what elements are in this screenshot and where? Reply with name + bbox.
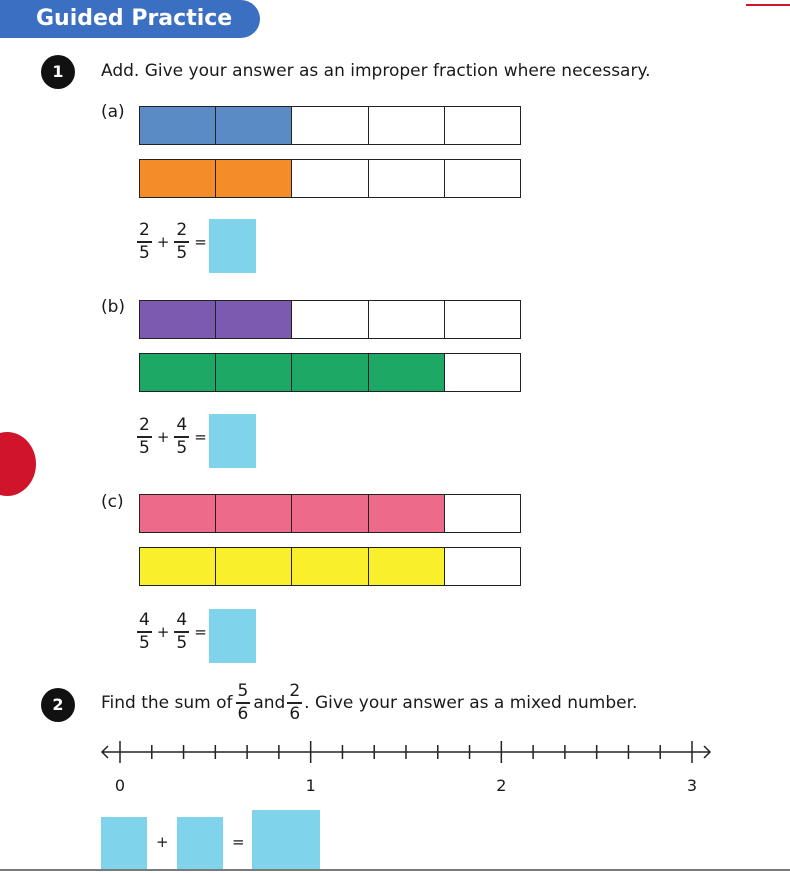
number-line-label: 2 [496, 776, 506, 795]
numerator: 2 [176, 220, 188, 240]
fraction-bar-a-bottom [139, 159, 521, 198]
filled-part [140, 107, 217, 144]
numerator: 2 [139, 220, 150, 240]
number-line-label: 1 [306, 776, 316, 795]
empty-part [444, 301, 521, 338]
corner-accent-line [746, 4, 790, 6]
empty-part [292, 301, 369, 338]
q2-fraction-first: 5 6 [235, 681, 251, 724]
equation-b: 2 5 + 4 5 = [137, 417, 212, 457]
equation-a: 2 5 + 2 5 = [137, 222, 212, 262]
empty-part [444, 160, 521, 197]
answer-box-b[interactable] [209, 414, 256, 468]
numerator: 4 [176, 610, 188, 630]
denominator: 5 [139, 632, 150, 653]
filled-part [140, 301, 217, 338]
plus-sign: + [156, 833, 169, 851]
plus-sign: + [156, 622, 170, 641]
fraction-b-first: 2 5 [137, 417, 152, 457]
denominator: 5 [139, 437, 150, 458]
fraction-bar-b-bottom [139, 353, 521, 392]
left-arrow-icon [100, 745, 109, 759]
fraction-a-first: 2 5 [137, 222, 152, 262]
denominator: 5 [176, 242, 188, 263]
denominator: 6 [289, 703, 301, 724]
fraction-bar-c-top [139, 494, 521, 533]
numerator: 2 [139, 415, 150, 435]
answer-box-a[interactable] [209, 219, 256, 273]
section-header: Guided Practice [0, 0, 260, 38]
fraction-bar-c-bottom [139, 547, 521, 586]
denominator: 5 [176, 632, 188, 653]
number-line: 0 1 2 3 [100, 741, 712, 795]
question-1-text: Add. Give your answer as an improper fra… [101, 61, 651, 81]
answer-box-c[interactable] [209, 609, 256, 663]
fraction-bar-b-top [139, 300, 521, 339]
filled-part [368, 495, 445, 532]
right-arrow-icon [703, 745, 712, 759]
empty-part [444, 354, 521, 391]
bottom-divider [0, 869, 790, 871]
plus-sign: + [156, 427, 170, 446]
numerator: 4 [139, 610, 150, 630]
number-line-label: 0 [115, 776, 125, 795]
fraction-bar-a-top [139, 106, 521, 145]
side-tab-marker [0, 432, 36, 496]
q2-text-before: Find the sum of [101, 692, 233, 713]
fraction-c-second: 4 5 [174, 610, 190, 653]
numerator: 5 [237, 681, 249, 701]
q2-text-mid: and [253, 692, 286, 713]
filled-part [368, 548, 445, 585]
equation-c: 4 5 + 4 5 = [137, 612, 212, 652]
fraction-b-second: 4 5 [174, 415, 190, 458]
filled-part [140, 548, 217, 585]
empty-part [444, 495, 521, 532]
filled-part [140, 160, 217, 197]
filled-part [292, 354, 369, 391]
number-line-label: 3 [687, 776, 697, 795]
filled-part [216, 495, 293, 532]
q2-text-after: . Give your answer as a mixed number. [304, 692, 638, 713]
empty-part [368, 160, 445, 197]
filled-part [216, 354, 293, 391]
filled-part [140, 495, 217, 532]
filled-part [292, 548, 369, 585]
empty-part [292, 107, 369, 144]
plus-sign: + [156, 232, 170, 251]
denominator: 6 [237, 703, 249, 724]
filled-part [216, 107, 293, 144]
question-2-number: 2 [41, 688, 75, 722]
equals-sign: = [194, 622, 207, 641]
equals-sign: = [232, 833, 245, 851]
answer-box-whole[interactable] [101, 817, 147, 869]
answer-box-numerator[interactable] [177, 817, 223, 869]
denominator: 5 [139, 242, 150, 263]
filled-part [216, 160, 293, 197]
equals-sign: = [194, 232, 207, 251]
part-c-label: (c) [101, 492, 124, 512]
empty-part [368, 301, 445, 338]
fraction-c-first: 4 5 [137, 612, 152, 652]
empty-part [444, 548, 521, 585]
q2-fraction-second: 2 6 [287, 681, 303, 724]
equals-sign: = [194, 427, 207, 446]
numerator: 2 [289, 681, 301, 701]
fraction-a-second: 2 5 [174, 220, 190, 263]
filled-part [292, 495, 369, 532]
filled-part [216, 548, 293, 585]
empty-part [444, 107, 521, 144]
empty-part [292, 160, 369, 197]
answer-box-total[interactable] [252, 810, 320, 869]
filled-part [216, 301, 293, 338]
question-2-text: Find the sum of 5 6 and 2 6 . Give your … [101, 683, 637, 723]
denominator: 5 [176, 437, 188, 458]
numerator: 4 [176, 415, 188, 435]
part-b-label: (b) [101, 297, 126, 317]
question-1-number: 1 [41, 55, 75, 89]
part-a-label: (a) [101, 102, 125, 122]
filled-part [368, 354, 445, 391]
empty-part [368, 107, 445, 144]
filled-part [140, 354, 217, 391]
